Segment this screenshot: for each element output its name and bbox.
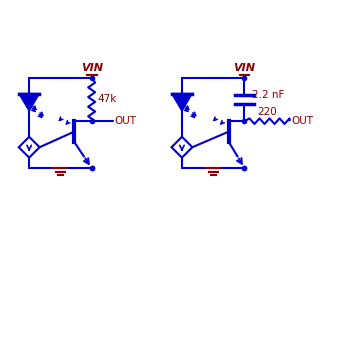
- Polygon shape: [20, 94, 39, 110]
- Text: 2.2 nF: 2.2 nF: [252, 90, 285, 100]
- Text: OUT: OUT: [291, 116, 313, 126]
- Text: 220: 220: [257, 107, 277, 117]
- Text: 47k: 47k: [98, 94, 117, 105]
- Text: OUT: OUT: [114, 116, 136, 126]
- Text: VIN: VIN: [80, 63, 103, 73]
- Text: VIN: VIN: [233, 63, 256, 73]
- Polygon shape: [172, 94, 192, 110]
